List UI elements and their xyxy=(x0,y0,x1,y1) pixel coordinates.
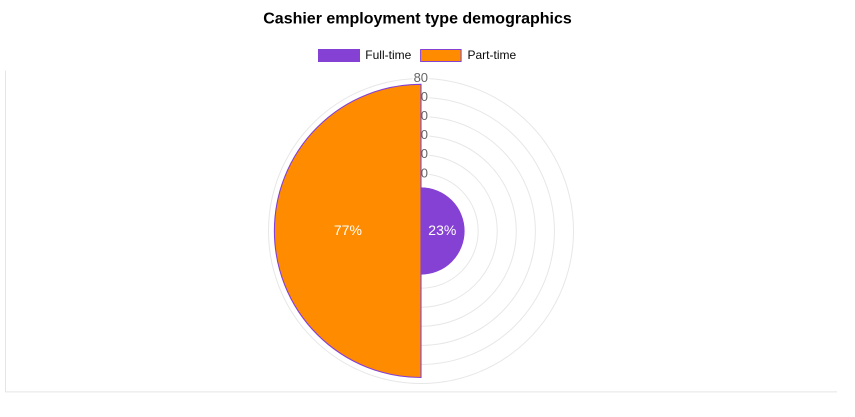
svg-text:Full-time: Full-time xyxy=(365,48,411,62)
svg-text:Cashier employment type demogr: Cashier employment type demographics xyxy=(263,11,572,28)
svg-text:23%: 23% xyxy=(428,222,456,238)
svg-text:80: 80 xyxy=(414,70,428,85)
svg-text:Part-time: Part-time xyxy=(468,48,517,62)
svg-text:77%: 77% xyxy=(334,222,362,238)
